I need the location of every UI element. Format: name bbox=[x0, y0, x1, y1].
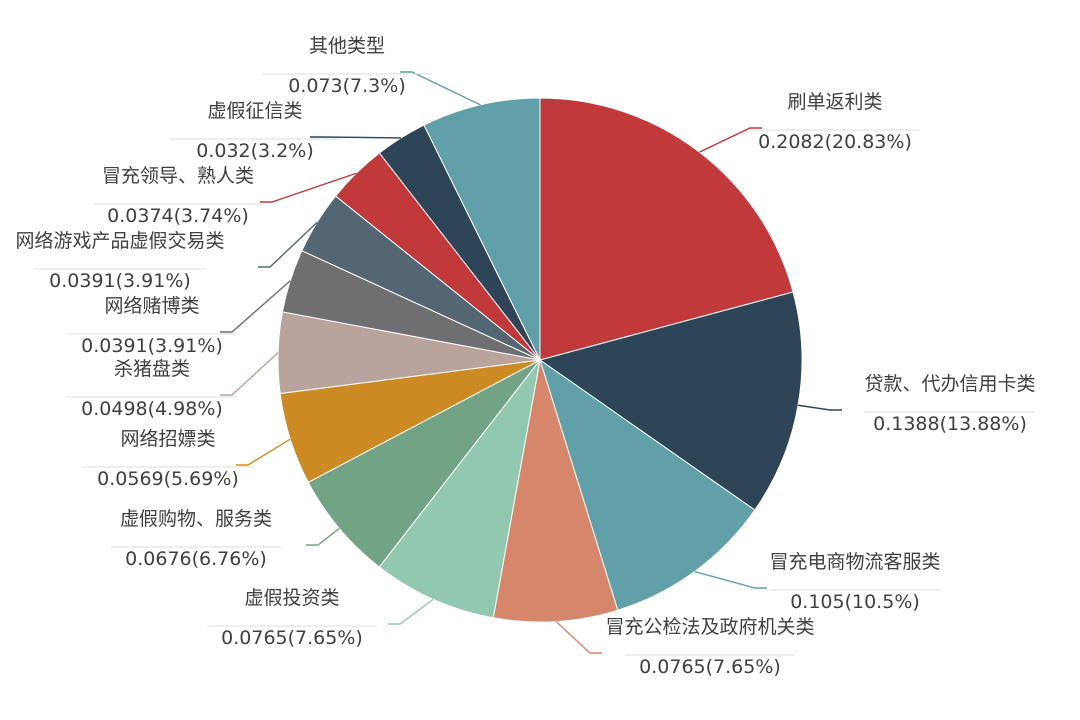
slice-value-label: 0.0676(6.76%) bbox=[125, 548, 267, 570]
slice-value-label: 0.0391(3.91%) bbox=[81, 335, 223, 357]
leader-line bbox=[220, 280, 291, 333]
pie-slice bbox=[307, 359, 541, 568]
slice-name-label: 杀猪盘类 bbox=[114, 358, 190, 380]
pie-slice bbox=[539, 358, 756, 611]
slice-name-label: 冒充电商物流客服类 bbox=[769, 551, 940, 573]
slice-value-label: 0.0569(5.69%) bbox=[97, 468, 239, 490]
slice-name-label: 刷单返利类 bbox=[787, 91, 882, 113]
slice-name-label: 虚假征信类 bbox=[207, 100, 302, 122]
leader-line bbox=[310, 136, 402, 139]
slice-value-label: 0.0498(4.98%) bbox=[81, 398, 223, 420]
leader-line bbox=[400, 71, 481, 106]
slice-value-label: 0.105(10.5%) bbox=[790, 591, 920, 613]
leader-lines bbox=[220, 71, 842, 654]
slice-value-label: 0.073(7.3%) bbox=[288, 75, 406, 97]
slice-value-label: 0.032(3.2%) bbox=[196, 140, 314, 162]
leader-line bbox=[236, 438, 291, 466]
slice-value-label: 0.2082(20.83%) bbox=[758, 131, 912, 153]
leader-line bbox=[699, 127, 762, 153]
leader-line bbox=[388, 598, 434, 625]
slice-name-label: 贷款、代办信用卡类 bbox=[864, 373, 1035, 395]
slice-name-label: 其他类型 bbox=[309, 35, 385, 57]
slice-value-label: 0.0391(3.91%) bbox=[49, 270, 191, 292]
leader-line bbox=[555, 620, 602, 654]
leader-line bbox=[306, 527, 340, 546]
slice-labels: 刷单返利类 0.2082(20.83%) 贷款、代办信用卡类 0.1388(13.88… bbox=[15, 35, 1035, 678]
slice-name-label: 冒充公检法及政府机关类 bbox=[605, 616, 814, 638]
slice-value-label: 0.1388(13.88%) bbox=[873, 413, 1027, 435]
leader-line bbox=[258, 221, 318, 268]
slice-value-label: 0.0765(7.65%) bbox=[221, 627, 363, 649]
slice-value-label: 0.0765(7.65%) bbox=[639, 656, 781, 678]
pie-slice bbox=[423, 97, 541, 361]
slice-name-label: 虚假购物、服务类 bbox=[120, 508, 272, 530]
pie-slices bbox=[277, 97, 803, 623]
leader-line bbox=[797, 404, 842, 411]
slice-name-label: 网络游戏产品虚假交易类 bbox=[15, 230, 224, 252]
leader-line bbox=[694, 570, 767, 589]
slice-name-label: 网络赌博类 bbox=[104, 295, 199, 317]
leader-line bbox=[220, 352, 279, 396]
leader-line bbox=[260, 172, 357, 203]
slice-name-label: 冒充领导、熟人类 bbox=[102, 165, 254, 187]
slice-name-label: 网络招嫖类 bbox=[120, 428, 215, 450]
slice-name-label: 虚假投资类 bbox=[244, 587, 339, 609]
pie-slice bbox=[538, 291, 803, 511]
slice-value-label: 0.0374(3.74%) bbox=[107, 205, 249, 227]
